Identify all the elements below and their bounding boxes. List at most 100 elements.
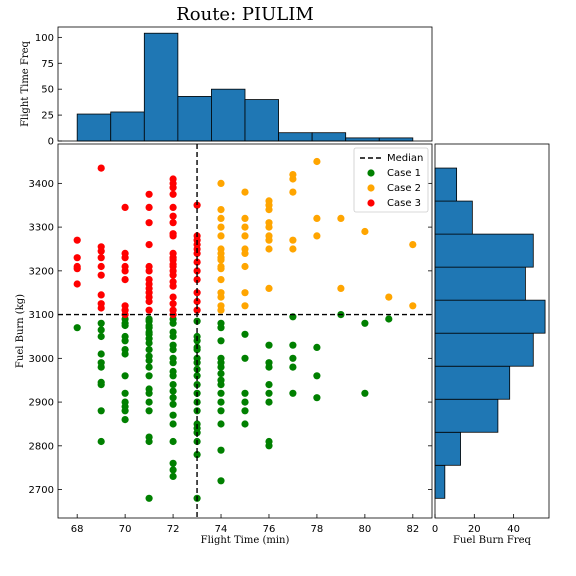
data-point-case3 [193, 258, 201, 266]
data-point-case1 [289, 354, 297, 362]
data-point-case3 [145, 219, 153, 227]
data-point-case2 [217, 206, 225, 214]
right-histogram-bar [434, 299, 546, 334]
data-point-case2 [241, 262, 249, 271]
data-point-case1 [97, 363, 105, 371]
legend-case1-marker [367, 169, 375, 177]
data-point-case3 [193, 267, 201, 275]
data-point-case1 [313, 394, 321, 402]
data-point-case1 [97, 319, 105, 327]
data-point-case1 [97, 326, 105, 334]
y-tick-label: 3100 [29, 310, 54, 321]
legend-case1-label: Case 1 [387, 168, 421, 179]
data-point-case1 [217, 370, 225, 378]
top-histogram-bar [311, 132, 347, 142]
data-point-case1 [217, 337, 225, 345]
data-point-case1 [145, 363, 153, 371]
data-point-case1 [217, 398, 225, 406]
x-tick-label: 74 [215, 524, 228, 535]
data-point-case2 [241, 223, 249, 231]
y-tick-label: 2700 [29, 485, 54, 496]
right-histogram-bar [434, 332, 534, 367]
data-point-case2 [289, 175, 297, 183]
data-point-case1 [241, 389, 249, 397]
data-point-case2 [265, 236, 273, 244]
data-point-case2 [265, 284, 273, 292]
data-point-case1 [169, 372, 177, 380]
data-point-case2 [289, 188, 297, 196]
top-histogram-bar [177, 96, 212, 142]
x-tick-label: 80 [359, 524, 372, 535]
data-point-case1 [169, 472, 177, 480]
data-point-case3 [193, 306, 201, 314]
right-histogram-bar [434, 431, 461, 466]
data-point-case1 [97, 437, 105, 446]
legend: Median Case 1 Case 2 Case 3 [353, 147, 429, 213]
data-point-case1 [169, 459, 177, 467]
x-tick-label: 72 [167, 524, 180, 535]
top-histogram-bar [345, 137, 380, 142]
data-point-case3 [145, 241, 153, 249]
data-point-case3 [97, 164, 105, 172]
legend-case3-label: Case 3 [387, 198, 421, 209]
data-point-case2 [409, 241, 417, 249]
data-point-case2 [385, 293, 393, 301]
data-point-case3 [97, 262, 105, 271]
data-point-case3 [169, 232, 177, 240]
data-point-case1 [121, 416, 129, 424]
legend-case2-label: Case 2 [387, 183, 421, 194]
data-point-case1 [217, 363, 225, 371]
top-y-tick-label: 75 [41, 59, 54, 70]
data-point-case3 [193, 297, 201, 306]
scatter-points [73, 157, 417, 502]
data-point-case1 [145, 407, 153, 415]
data-point-case1 [145, 437, 153, 446]
data-point-case3 [121, 267, 129, 275]
data-point-case2 [241, 249, 249, 257]
data-point-case3 [145, 190, 153, 198]
top-histogram-ylabel: Flight Time Freq [20, 40, 31, 126]
right-x-tick-label: 0 [432, 524, 438, 535]
right-histogram-bar [434, 464, 446, 499]
data-point-case2 [265, 245, 273, 253]
data-point-case2 [241, 302, 249, 310]
data-point-case2 [241, 214, 249, 222]
data-point-case1 [193, 346, 201, 354]
data-point-case1 [265, 389, 273, 397]
x-tick-label: 70 [119, 524, 132, 535]
legend-case3-marker [367, 199, 375, 207]
data-point-case3 [145, 306, 153, 314]
data-point-case3 [169, 271, 177, 279]
data-point-case2 [265, 206, 273, 214]
right-histogram-bar [434, 398, 499, 433]
data-point-case1 [265, 363, 273, 371]
data-point-case1 [97, 350, 105, 358]
top-histogram-bar [244, 99, 279, 142]
chart-title: Route: PIULIM [176, 4, 314, 25]
data-point-case3 [145, 297, 153, 306]
x-tick-label: 76 [263, 524, 276, 535]
data-point-case3 [169, 282, 177, 290]
data-point-case1 [145, 389, 153, 397]
data-point-case3 [73, 254, 81, 262]
data-point-case2 [289, 236, 297, 244]
scatter-plot: 68 70 72 74 76 78 80 82 2700 2800 2900 3000 3100 3200… [15, 143, 433, 546]
data-point-case3 [193, 249, 201, 257]
data-point-case2 [313, 232, 321, 240]
data-point-case1 [241, 354, 249, 362]
top-histogram-bar [76, 113, 112, 142]
y-tick-label: 3400 [29, 179, 54, 190]
top-histogram-bar [143, 32, 179, 142]
data-point-case1 [121, 407, 129, 415]
right-histogram-bar [434, 365, 511, 400]
data-point-case1 [265, 341, 273, 349]
data-point-case3 [145, 203, 153, 211]
data-point-case2 [217, 265, 225, 273]
y-tick-label: 2900 [29, 398, 54, 409]
y-tick-label: 3200 [29, 266, 54, 277]
data-point-case2 [217, 179, 225, 187]
data-point-case1 [73, 324, 81, 332]
data-point-case3 [97, 304, 105, 312]
x-tick-label: 82 [406, 524, 419, 535]
data-point-case1 [145, 494, 153, 502]
